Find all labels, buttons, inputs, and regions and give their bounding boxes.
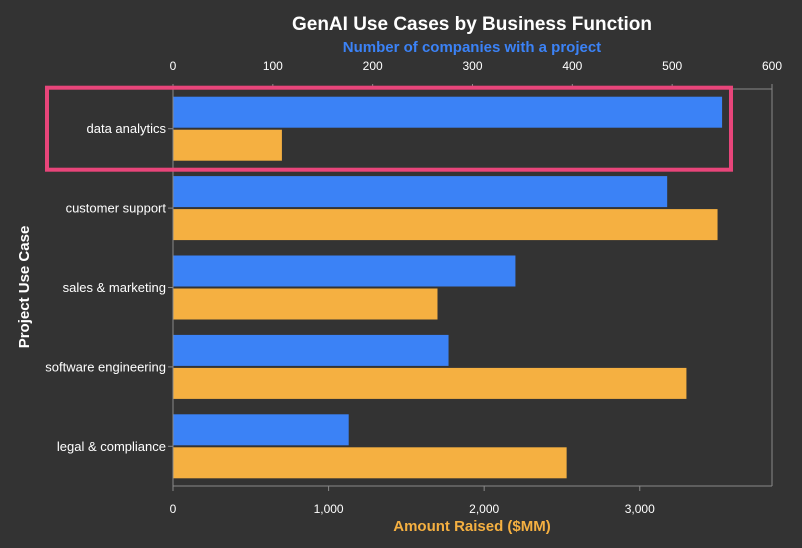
bar-companies [173, 176, 668, 208]
top-axis-tick-label: 500 [662, 59, 682, 73]
category-label: software engineering [45, 359, 166, 374]
plot-area: 0 100 200 300 400 500 600 0 1,000 2,000 3,000 data … [45, 59, 782, 516]
category-label: legal & compliance [57, 439, 166, 454]
bottom-axis-tick-label: 3,000 [625, 502, 655, 516]
top-axis-tick-label: 0 [170, 59, 177, 73]
highlight-box [45, 85, 733, 172]
bar-companies [173, 414, 349, 446]
bottom-axis-tick-label: 0 [170, 502, 177, 516]
top-axis-tick-label: 200 [363, 59, 383, 73]
top-axis-tick-label: 400 [562, 59, 582, 73]
bar-amount-raised [173, 288, 438, 320]
bar-companies [173, 334, 449, 366]
bottom-axis-tick-label: 2,000 [469, 502, 499, 516]
bar-amount-raised [173, 209, 718, 241]
bar-amount-raised [173, 129, 282, 161]
bottom-axis-title: Amount Raised ($MM) [393, 518, 551, 535]
bar-companies [173, 255, 516, 287]
category-label: customer support [66, 201, 167, 216]
bar-amount-raised [173, 447, 567, 479]
y-axis-title: Project Use Case [16, 226, 33, 349]
chart-title: GenAI Use Cases by Business Function [292, 14, 652, 35]
bar-companies [173, 96, 723, 128]
top-axis-title: Number of companies with a project [343, 39, 601, 56]
top-axis-tick-label: 100 [263, 59, 283, 73]
category-label: data analytics [87, 121, 167, 136]
bar-amount-raised [173, 367, 687, 399]
category-label: sales & marketing [63, 280, 166, 295]
bottom-axis-tick-label: 1,000 [314, 502, 344, 516]
top-axis-tick-label: 300 [462, 59, 482, 73]
top-axis-tick-label: 600 [762, 59, 782, 73]
